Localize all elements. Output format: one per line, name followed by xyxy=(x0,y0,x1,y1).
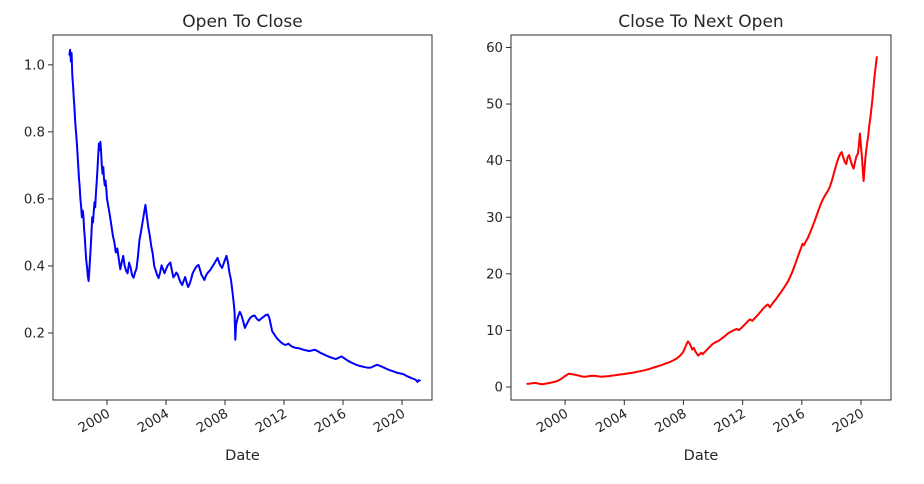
y-tick-label: 50 xyxy=(486,98,503,113)
y-tick-label: 0 xyxy=(495,381,503,396)
x-tick-label: 2016 xyxy=(771,406,808,436)
x-axis-label: Date xyxy=(684,448,719,464)
x-tick-label: 2008 xyxy=(653,406,690,436)
y-tick-label: 0.8 xyxy=(24,125,45,140)
x-tick-label: 2016 xyxy=(312,406,349,436)
x-tick-label: 2004 xyxy=(593,406,630,436)
axes-frame xyxy=(52,34,433,401)
x-tick-label: 2000 xyxy=(534,406,571,436)
x-tick-label: 2008 xyxy=(194,406,231,436)
line-open-to-close xyxy=(68,48,421,383)
plot-area: 0.2 0.4 0.6 0.8 1.0 2000 2004 2008 2012 2016 2020 xyxy=(24,34,433,436)
x-axis-label: Date xyxy=(225,448,260,464)
y-tick-label: 60 xyxy=(486,41,503,56)
line-close-to-next-open xyxy=(526,56,878,386)
x-tick-label: 2004 xyxy=(135,406,172,436)
x-tick-label: 2000 xyxy=(76,406,113,436)
x-tick-label: 2020 xyxy=(830,406,867,436)
chart-title: Close To Next Open xyxy=(618,12,783,32)
chart-open-to-close: Open To Close 0.2 0.4 0.6 0.8 1.0 2000 2004 200… xyxy=(24,12,433,464)
y-tick-label: 40 xyxy=(486,154,503,169)
chart-title: Open To Close xyxy=(182,12,302,32)
y-tick-label: 0.2 xyxy=(24,327,45,342)
y-tick-label: 0.4 xyxy=(24,260,45,275)
x-tick-label: 2012 xyxy=(253,406,290,436)
y-tick-label: 0.6 xyxy=(24,192,45,207)
x-tick-label: 2012 xyxy=(712,406,749,436)
plot-area: 0 10 20 30 40 50 60 2000 2004 2008 2012 2016 2020 xyxy=(486,34,892,436)
y-tick-label: 20 xyxy=(486,267,503,282)
y-tick-label: 30 xyxy=(486,211,503,226)
y-tick-label: 1.0 xyxy=(24,58,45,73)
x-tick-label: 2020 xyxy=(371,406,408,436)
chart-close-to-next-open: Close To Next Open 0 10 20 30 40 50 60 2000 2004… xyxy=(486,12,892,464)
y-tick-label: 10 xyxy=(486,324,503,339)
axes-frame xyxy=(510,34,892,401)
